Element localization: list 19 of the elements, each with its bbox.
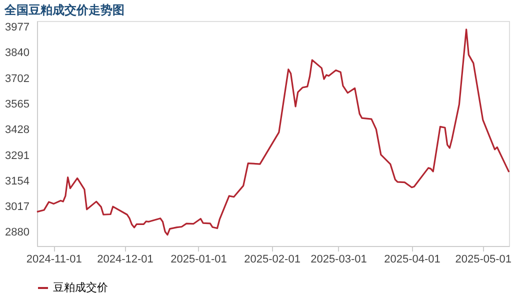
x-tick-label: 2024-11-01 xyxy=(26,254,82,266)
x-tick-label: 2025-01-01 xyxy=(170,254,227,266)
x-tick-label: 2024-12-01 xyxy=(97,254,154,266)
y-tick-label: 3428 xyxy=(5,124,30,136)
x-tick-label: 2025-02-01 xyxy=(244,254,300,266)
y-tick-label: 3154 xyxy=(5,175,30,188)
line-series xyxy=(36,28,510,236)
x-tick-label: 2025-05-01 xyxy=(455,254,512,266)
y-tick-label: 3702 xyxy=(5,73,30,86)
chart-title: 全国豆粕成交价走势图 xyxy=(4,3,125,17)
y-tick-label: 3840 xyxy=(5,47,30,60)
y-tick-label: 2880 xyxy=(5,226,30,238)
legend-label: 豆粕成交价 xyxy=(53,281,108,294)
y-tick-label: 3565 xyxy=(5,98,30,111)
x-tick-label: 2025-04-01 xyxy=(384,254,440,266)
y-tick-label: 3017 xyxy=(5,200,30,213)
y-tick-label: 3977 xyxy=(5,22,30,34)
y-tick-label: 3291 xyxy=(5,150,30,162)
x-tick-label: 2025-03-01 xyxy=(310,254,367,266)
